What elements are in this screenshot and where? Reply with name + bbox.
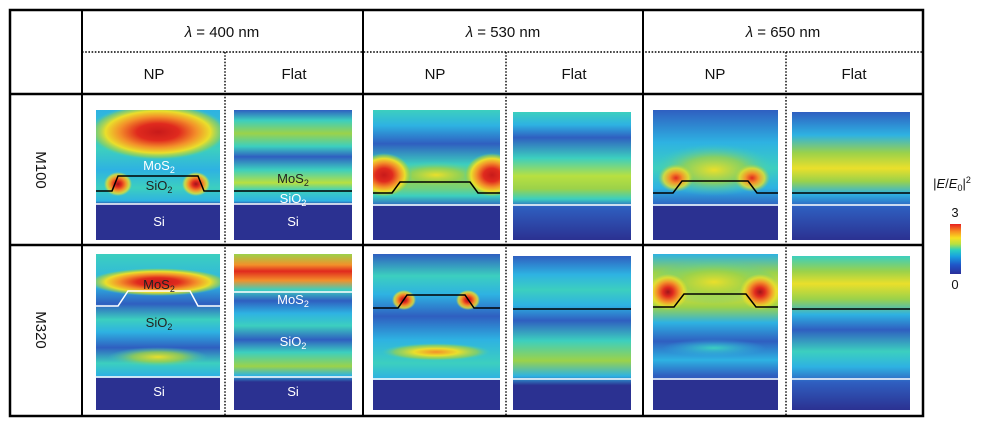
subheader-flat-530: Flat [561,66,587,83]
row-label-m100: M100 [32,151,49,189]
label-sio2-m320-flat: SiO2 [280,334,307,351]
interface-lines-row2 [96,290,910,380]
header-400nm: λ = 400 nm [184,24,260,41]
wavelength-headers: λ = 400 nm λ = 530 nm λ = 650 nm [184,24,821,41]
panel-m100-400nm-flat [234,110,352,240]
label-mos2-m100-np: MoS2 [143,158,175,175]
subheader-flat-400: Flat [281,66,307,83]
interface-lines-row1 [96,175,910,206]
panel-m320-400nm-np [96,254,220,410]
label-mos2-m100-flat: MoS2 [277,171,309,188]
row-labels: M100 M320 [32,151,49,349]
panel-m100-400nm-np [96,110,220,240]
subheader-np-650: NP [705,66,726,83]
sub-headers: NP Flat NP Flat NP Flat [144,66,868,83]
label-sio2-m100-np: SiO2 [146,178,173,195]
subheader-flat-650: Flat [841,66,867,83]
colorbar: |E/E0|2 3 0 [933,175,971,292]
panel-m320-650nm-flat [792,256,910,410]
colorbar-min-label: 0 [951,277,958,292]
table-grid [8,8,925,418]
label-si-m320-flat: Si [287,384,299,399]
label-si-m100-np: Si [153,214,165,229]
label-sio2-m320-np: SiO2 [146,315,173,332]
label-si-m320-np: Si [153,384,165,399]
header-530nm: λ = 530 nm [465,24,541,41]
panel-m320-400nm-flat [234,254,352,410]
panel-m100-530nm-np [373,110,500,240]
panel-m100-650nm-flat [792,112,910,240]
label-mos2-m320-np: MoS2 [143,277,175,294]
colorbar-max-label: 3 [951,205,958,220]
colorbar-gradient [950,224,961,274]
label-mos2-m320-flat: MoS2 [277,292,309,309]
panel-m320-530nm-flat [513,256,631,410]
colorbar-title: |E/E0|2 [933,175,971,193]
subheader-np-530: NP [425,66,446,83]
label-sio2-m100-flat: SiO2 [280,191,307,208]
header-650nm: λ = 650 nm [745,24,821,41]
row-label-m320: M320 [32,311,49,349]
subheader-np-400: NP [144,66,165,83]
panel-m320-530nm-np [373,254,500,410]
panel-m100-650nm-np [653,110,778,240]
label-si-m100-flat: Si [287,214,299,229]
layer-labels: MoS2 SiO2 Si MoS2 SiO2 Si MoS2 SiO2 Si M… [143,158,309,399]
panel-m100-530nm-flat [513,112,631,240]
panel-m320-650nm-np [653,254,778,410]
